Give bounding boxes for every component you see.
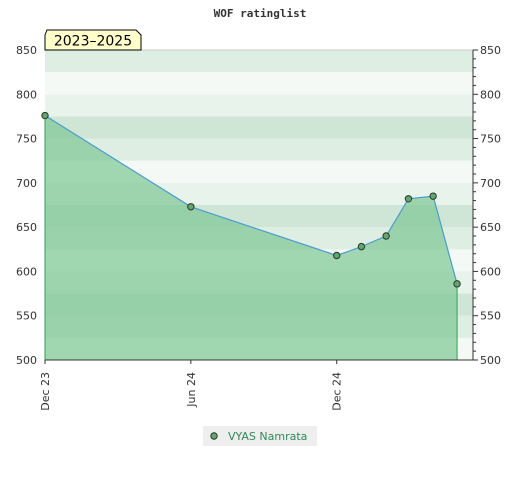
y-tick-label-right: 700 <box>480 177 501 190</box>
y-axis-right: 500 550 600 650 700 750 800 850 <box>472 44 501 367</box>
y-axis-left: 500 550 600 650 700 750 800 850 <box>16 44 37 367</box>
x-tick-label: Jun 24 <box>185 372 198 408</box>
legend-marker <box>210 432 218 440</box>
x-tick-label: Dec 23 <box>39 372 52 411</box>
range-label-bg <box>44 29 142 51</box>
data-point <box>41 111 49 120</box>
y-tick-label-left: 700 <box>16 177 37 190</box>
data-point <box>404 195 413 203</box>
background-band <box>45 138 473 161</box>
y-tick-label-left: 500 <box>16 354 37 367</box>
legend-bg <box>203 426 317 446</box>
background-band <box>45 160 473 183</box>
data-point <box>453 280 461 288</box>
y-tick-label-left: 650 <box>16 221 37 234</box>
area-layer <box>44 115 458 361</box>
chart-title: WOF ratinglist <box>214 7 307 20</box>
x-axis: Dec 23 Jun 24 Dec 24 <box>39 359 473 411</box>
y-tick-label-right: 500 <box>480 354 501 367</box>
y-tick-label-left: 550 <box>16 310 37 323</box>
data-point <box>382 232 390 240</box>
data-point <box>333 251 341 260</box>
y-tick-label-right: 650 <box>480 221 501 234</box>
y-tick-label-left: 750 <box>16 133 37 146</box>
x-tick-label: Dec 24 <box>331 372 344 411</box>
data-point <box>429 192 437 200</box>
legend: VYAS Namrata <box>203 426 317 446</box>
background-band <box>45 72 473 95</box>
markers-layer <box>41 111 461 288</box>
range-label-box: 2023–2025 <box>44 29 142 51</box>
y-tick-label-right: 850 <box>480 44 501 57</box>
legend-series-name: VYAS Namrata <box>228 430 307 443</box>
background-band <box>45 116 473 139</box>
y-tick-label-right: 750 <box>480 133 501 146</box>
data-point <box>187 203 195 211</box>
background-band <box>45 50 473 73</box>
background-band <box>45 94 473 117</box>
series-area <box>45 115 458 361</box>
y-tick-label-left: 850 <box>16 44 37 57</box>
y-tick-label-right: 550 <box>480 310 501 323</box>
data-point <box>357 242 366 251</box>
y-tick-label-left: 600 <box>16 265 37 278</box>
range-label: 2023–2025 <box>54 34 132 50</box>
series-line <box>44 115 458 284</box>
y-tick-label-right: 800 <box>480 88 501 101</box>
y-tick-label-left: 800 <box>16 88 37 101</box>
y-tick-label-right: 600 <box>480 265 501 278</box>
